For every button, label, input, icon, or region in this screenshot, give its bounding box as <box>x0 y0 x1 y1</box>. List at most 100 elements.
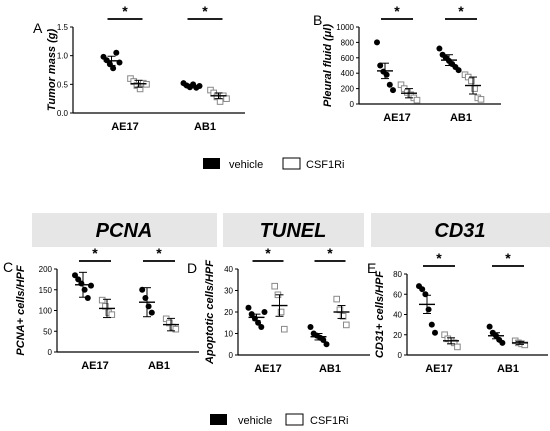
panel-letter-A: A <box>33 20 43 36</box>
data-point-csf1ri <box>339 313 347 320</box>
legend-top-vehicle-swatch <box>203 158 220 169</box>
legend-top-csf1ri-label: CSF1Ri <box>306 159 345 171</box>
band-tunel <box>223 213 364 247</box>
panel-C: C 0 50 100 150 200 PCNA+ cells/HPF AE17 AB1 * * <box>3 245 199 372</box>
data-point-vehicle <box>499 339 506 346</box>
y-tick-label: 0.0 <box>57 109 69 118</box>
x-category-label: AE17 <box>254 363 282 375</box>
y-tick-label: 30 <box>224 287 233 296</box>
legend-bottom-csf1ri-swatch <box>285 413 304 426</box>
x-category-label: AE17 <box>111 121 139 133</box>
x-category-label: AE17 <box>425 363 453 375</box>
x-category-label: AB1 <box>319 363 341 375</box>
significance-star: * <box>156 245 162 261</box>
data-point-csf1ri <box>271 282 278 290</box>
data-point-csf1ri <box>521 341 529 349</box>
data-point-csf1ri <box>413 96 421 104</box>
y-tick-label: 20 <box>224 308 233 317</box>
data-point-vehicle <box>261 309 268 315</box>
significance-star: * <box>458 3 464 19</box>
significance-star: * <box>327 245 333 261</box>
y-tick-label: 1000 <box>336 23 354 32</box>
data-point-vehicle <box>248 311 255 318</box>
significance-star: * <box>122 3 128 19</box>
y-tick-label: 800 <box>341 38 355 47</box>
y-axis-label: CD31+ cells/HPF <box>374 271 386 358</box>
y-tick-label: 150 <box>39 286 53 295</box>
y-tick-label: 60 <box>393 290 402 299</box>
data-point-csf1ri <box>172 325 180 333</box>
data-point-csf1ri <box>454 343 461 351</box>
significance-star: * <box>202 3 208 19</box>
data-point-vehicle <box>113 49 120 56</box>
significance-star: * <box>505 250 511 266</box>
y-tick-label: 0 <box>229 351 234 360</box>
data-point-vehicle <box>386 81 393 88</box>
data-point-vehicle <box>436 45 443 52</box>
panel-letter-C: C <box>3 259 13 275</box>
data-point-csf1ri <box>223 95 230 102</box>
y-tick-label: 100 <box>39 307 53 316</box>
y-tick-label: 1.5 <box>57 23 69 32</box>
y-axis-label: Pleural fluid (μl) <box>322 24 334 107</box>
y-tick-label: 0 <box>48 348 53 357</box>
y-tick-label: 0 <box>398 351 403 360</box>
data-point-vehicle <box>84 295 91 302</box>
x-category-label: AB1 <box>497 363 519 375</box>
panel-E: E 0 20 40 60 80 CD31+ cells/HPF AE17 AB1 * * <box>367 250 548 375</box>
x-category-label: AB1 <box>148 360 170 372</box>
data-point-vehicle <box>245 304 252 311</box>
y-axis-label: PCNA+ cells/HPF <box>15 265 27 355</box>
y-tick-label: 600 <box>341 54 355 63</box>
band-label-pcna: PCNA <box>96 220 153 242</box>
y-tick-label: 20 <box>393 331 402 340</box>
data-point-vehicle <box>307 324 314 331</box>
data-point-vehicle <box>390 87 396 94</box>
data-point-csf1ri <box>281 325 288 333</box>
y-tick-label: 40 <box>393 311 402 320</box>
significance-star: * <box>92 245 98 261</box>
x-category-label: AE17 <box>81 360 109 372</box>
data-point-csf1ri <box>477 96 485 103</box>
legend-bottom-csf1ri-label: CSF1Ri <box>310 415 349 427</box>
data-point-csf1ri <box>277 308 285 316</box>
data-point-vehicle <box>258 324 265 331</box>
panel-letter-E: E <box>367 260 376 276</box>
data-point-vehicle <box>486 323 493 330</box>
data-point-vehicle <box>323 341 330 348</box>
legend-bottom-vehicle-swatch <box>210 414 227 425</box>
legend-top-csf1ri-swatch <box>282 157 301 170</box>
y-tick-label: 50 <box>43 327 52 336</box>
y-tick-label: 200 <box>341 85 355 94</box>
y-tick-label: 400 <box>341 69 355 78</box>
data-point-vehicle <box>72 272 78 279</box>
data-point-csf1ri <box>102 303 109 310</box>
panel-D: D 0 10 20 30 40 Apoptotic cells/HPF AE17 AB1 * * <box>187 245 370 375</box>
data-point-csf1ri <box>108 311 116 318</box>
data-point-vehicle <box>419 286 426 293</box>
significance-star: * <box>436 250 442 266</box>
band-cd31 <box>371 213 550 247</box>
data-point-vehicle <box>320 336 327 343</box>
y-tick-label: 40 <box>224 265 233 274</box>
data-point-csf1ri <box>216 98 224 105</box>
data-point-csf1ri <box>98 296 106 304</box>
y-tick-label: 0.5 <box>57 80 69 89</box>
y-tick-label: 1.0 <box>57 52 69 61</box>
panel-letter-B: B <box>313 12 322 28</box>
y-axis-label: Tumor mass (g) <box>46 29 58 112</box>
data-point-vehicle <box>75 276 82 283</box>
data-point-vehicle <box>255 319 262 326</box>
data-point-vehicle <box>374 39 380 46</box>
x-category-label: AB1 <box>194 121 216 133</box>
y-tick-label: 10 <box>224 330 233 339</box>
data-point-vehicle <box>148 309 155 316</box>
band-label-tunel: TUNEL <box>260 220 327 242</box>
data-point-csf1ri <box>468 77 475 85</box>
data-point-vehicle <box>432 329 438 336</box>
significance-star: * <box>265 245 271 261</box>
